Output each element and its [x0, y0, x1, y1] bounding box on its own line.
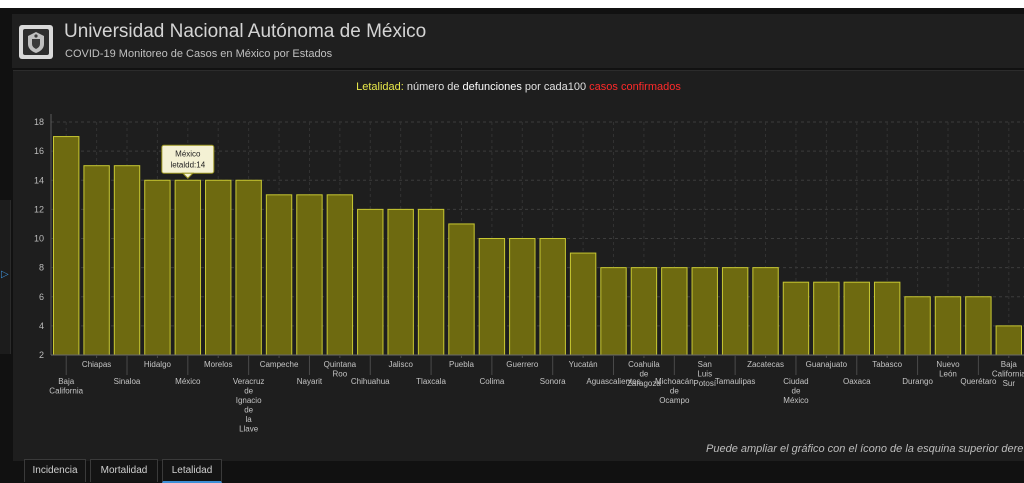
bar-1[interactable] [53, 136, 80, 356]
bar-30[interactable] [934, 296, 962, 356]
lethality-bar-chart[interactable]: 2 4 6 8 10 12 14 16 18 Baja California ChiapasSinal… [13, 71, 1024, 461]
bar-3[interactable] [113, 165, 141, 356]
bar-25[interactable] [782, 281, 810, 356]
tooltip-line-1: México [175, 149, 201, 158]
x-tick-label: Querétaro [960, 377, 997, 386]
bar-32[interactable] [995, 325, 1022, 356]
bar-6[interactable] [205, 179, 232, 356]
bar-2[interactable] [83, 165, 110, 356]
bar-20[interactable] [630, 267, 658, 356]
x-tick-label: Tabasco [872, 360, 902, 369]
bar-14[interactable] [448, 223, 475, 356]
x-tick-label: Quintana Roo [324, 360, 357, 379]
bar-22[interactable] [691, 267, 718, 356]
x-tick-label: México [175, 377, 201, 386]
bar-17[interactable] [539, 238, 566, 356]
bar-15[interactable] [478, 238, 506, 356]
x-tick-label: Nuevo León [936, 360, 960, 379]
y-tick-label: 16 [34, 146, 44, 156]
expand-arrow-icon[interactable]: ▷ [1, 269, 9, 280]
page-subtitle: COVID-19 Monitoreo de Casos en México po… [65, 48, 333, 60]
y-tick-label: 6 [39, 292, 44, 302]
x-tick-label: Jalisco [388, 360, 413, 369]
x-tick-label: Aguascalientes [586, 377, 640, 386]
bar-29[interactable] [904, 296, 931, 356]
x-tick-label: Campeche [260, 360, 299, 369]
chart-title-text-2: por cada100 [521, 81, 590, 93]
tooltip-line-2: letaldd:14 [170, 160, 205, 169]
x-tick-label: Durango [902, 377, 933, 386]
x-tick-label: Chiapas [82, 360, 111, 369]
y-tick-label: 10 [34, 234, 44, 244]
dashboard-app: Universidad Nacional Autónoma de México … [0, 8, 1024, 483]
bar-26[interactable] [813, 281, 840, 356]
x-tick-label: Baja California Sur [992, 360, 1024, 388]
x-tick-label: Coahuila de Zaragoza [627, 360, 661, 388]
x-tick-label: Oaxaca [843, 377, 871, 386]
x-tick-label: Veracruz de Ignacio de la Llave [233, 377, 265, 434]
university-seal-icon [19, 25, 53, 59]
x-tick-label: Michoacán de Ocampo [655, 377, 694, 405]
chart-title: Letalidad: número de defunciones por cad… [13, 81, 1024, 93]
bar-12[interactable] [387, 208, 414, 356]
bar-19[interactable] [600, 267, 627, 356]
chart-title-confirmed: casos confirmados [589, 81, 681, 93]
page-title: Universidad Nacional Autónoma de México [64, 21, 427, 42]
y-tick-label: 12 [34, 204, 44, 214]
y-tick-label: 14 [34, 175, 44, 185]
x-tick-label: Guerrero [506, 360, 539, 369]
bar-8[interactable] [265, 194, 293, 356]
bar-28[interactable] [873, 281, 901, 356]
x-tick-label: Ciudad de México [783, 377, 809, 405]
bar-21[interactable] [661, 267, 688, 356]
x-tick-label: Chihuahua [351, 377, 390, 386]
header-bar: Universidad Nacional Autónoma de México … [12, 14, 1024, 68]
bar-5[interactable] [174, 179, 202, 356]
x-tick-label: Baja California [49, 377, 83, 396]
bar-7[interactable] [235, 179, 262, 356]
tab-incidencia[interactable]: Incidencia [24, 459, 86, 482]
x-tick-label: Nayarit [297, 377, 323, 386]
x-tick-label: San Luis Potosí [693, 360, 716, 388]
bar-9[interactable] [296, 194, 323, 356]
y-tick-label: 4 [39, 321, 44, 331]
bar-24[interactable] [752, 267, 779, 356]
x-tick-label: Morelos [204, 360, 232, 369]
bar-11[interactable] [357, 208, 384, 356]
chart-title-text-1: número de [403, 81, 463, 93]
zoom-hint: Puede ampliar el gráfico con el ícono de… [706, 443, 1024, 455]
y-tick-label: 8 [39, 263, 44, 273]
tooltip-pointer [181, 172, 195, 179]
bar-4[interactable] [144, 179, 171, 356]
tab-letalidad[interactable]: Letalidad [162, 459, 222, 483]
bar-10[interactable] [326, 194, 354, 356]
bar-18[interactable] [569, 252, 597, 356]
x-tick-label: Guanajuato [806, 360, 848, 369]
x-tick-label: Hidalgo [144, 360, 172, 369]
x-tick-label: Yucatán [569, 360, 598, 369]
x-tick-label: Sonora [540, 377, 566, 386]
x-tick-label: Tamaulipas [715, 377, 755, 386]
chart-title-deaths: defunciones [462, 81, 522, 93]
chart-panel: Letalidad: número de defunciones por cad… [13, 70, 1024, 461]
bar-13[interactable] [417, 208, 445, 356]
x-tick-label: Zacatecas [747, 360, 784, 369]
x-tick-label: Tlaxcala [416, 377, 446, 386]
x-tick-label: Sinaloa [114, 377, 141, 386]
bar-31[interactable] [965, 296, 992, 356]
bar-tooltip: México letaldd:14 [161, 144, 215, 179]
bar-23[interactable] [721, 267, 749, 356]
y-tick-label: 2 [39, 350, 44, 360]
bar-16[interactable] [509, 238, 536, 356]
bar-27[interactable] [843, 281, 870, 356]
chart-title-metric: Letalidad: [356, 81, 404, 93]
x-tick-label: Puebla [449, 360, 474, 369]
tab-mortalidad[interactable]: Mortalidad [90, 459, 158, 482]
side-panel-handle[interactable] [0, 200, 11, 354]
x-tick-label: Colima [479, 377, 504, 386]
y-tick-label: 18 [34, 117, 44, 127]
